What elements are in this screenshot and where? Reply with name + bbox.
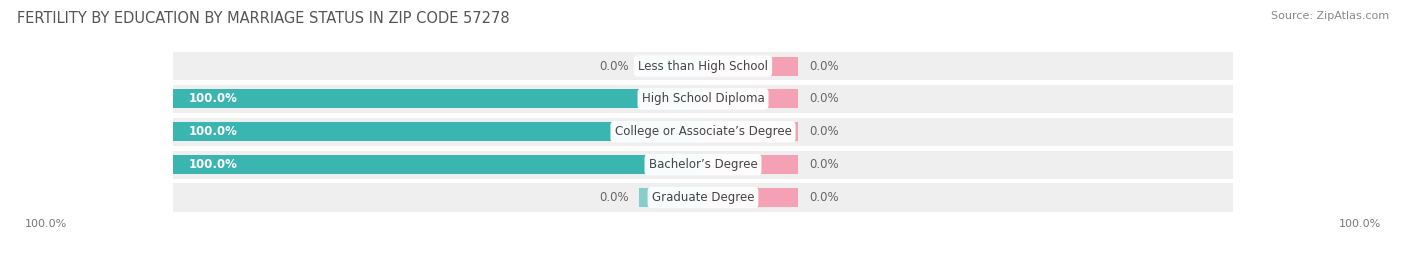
Text: 100.0%: 100.0%	[188, 125, 238, 138]
Bar	[173, 183, 1233, 212]
Bar	[173, 151, 1233, 179]
Text: High School Diploma: High School Diploma	[641, 93, 765, 105]
Text: 100.0%: 100.0%	[25, 219, 67, 229]
Bar	[173, 89, 703, 108]
Text: 0.0%: 0.0%	[599, 191, 628, 204]
Text: FERTILITY BY EDUCATION BY MARRIAGE STATUS IN ZIP CODE 57278: FERTILITY BY EDUCATION BY MARRIAGE STATU…	[17, 11, 509, 26]
Bar	[173, 85, 1233, 113]
Bar	[703, 89, 799, 108]
Bar	[173, 122, 703, 141]
Text: 0.0%: 0.0%	[808, 125, 838, 138]
Text: 0.0%: 0.0%	[808, 59, 838, 73]
Text: Less than High School: Less than High School	[638, 59, 768, 73]
Text: Bachelor’s Degree: Bachelor’s Degree	[648, 158, 758, 171]
Text: 100.0%: 100.0%	[188, 93, 238, 105]
Text: College or Associate’s Degree: College or Associate’s Degree	[614, 125, 792, 138]
Text: Source: ZipAtlas.com: Source: ZipAtlas.com	[1271, 11, 1389, 21]
Text: 100.0%: 100.0%	[1339, 219, 1381, 229]
Bar	[640, 188, 703, 207]
Text: 100.0%: 100.0%	[188, 158, 238, 171]
Bar	[640, 56, 703, 76]
Bar	[173, 118, 1233, 146]
Bar	[173, 52, 1233, 80]
Text: 0.0%: 0.0%	[808, 93, 838, 105]
Text: Graduate Degree: Graduate Degree	[652, 191, 754, 204]
Text: 0.0%: 0.0%	[808, 191, 838, 204]
Bar	[703, 155, 799, 174]
Bar	[703, 122, 799, 141]
Bar	[703, 188, 799, 207]
Text: 0.0%: 0.0%	[599, 59, 628, 73]
Bar	[173, 155, 703, 174]
Text: 0.0%: 0.0%	[808, 158, 838, 171]
Bar	[703, 56, 799, 76]
